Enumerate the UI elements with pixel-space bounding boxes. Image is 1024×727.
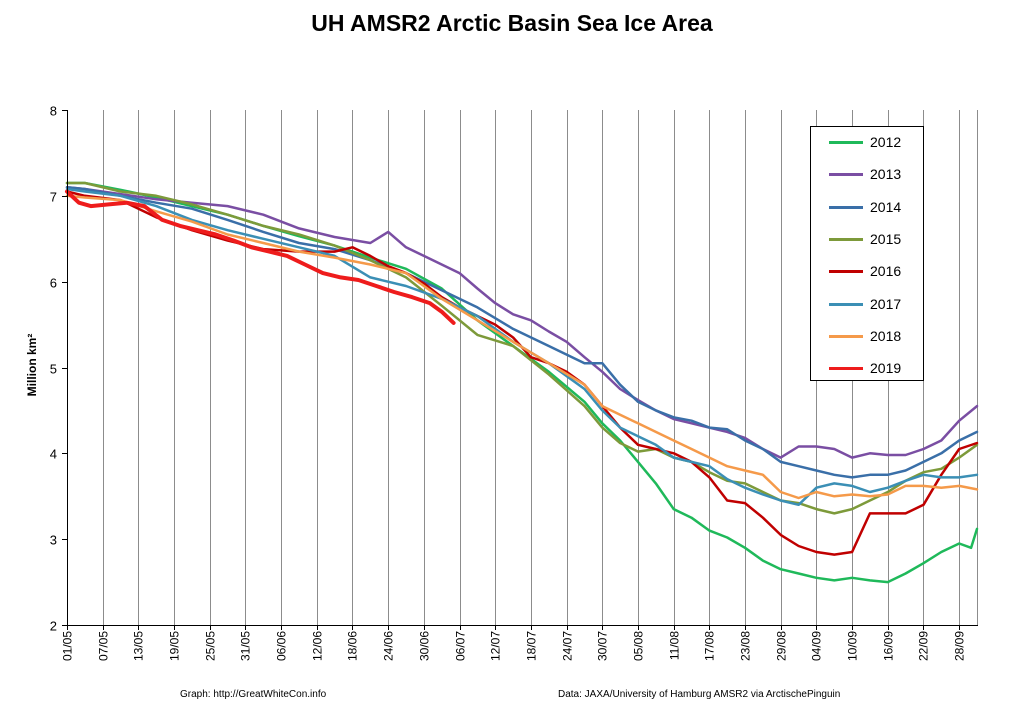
legend-label: 2012: [870, 134, 902, 150]
axis-layer: 01/05 07/05 13/05 19/05 25/05 31/05 06/06 12/06…: [50, 104, 978, 661]
x-tick-label: 06/07: [454, 631, 468, 661]
x-tick-label: 11/08: [668, 631, 682, 660]
legend-label: 2015: [870, 230, 902, 247]
x-tick-label: 01/05: [61, 631, 75, 661]
y-tick-label: 2: [50, 619, 57, 634]
x-tick-label: 24/06: [382, 631, 396, 661]
y-tick-label: 5: [50, 362, 57, 377]
series-line-2014: [65, 186, 979, 479]
legend-label: 2016: [870, 263, 902, 280]
series-layer: [65, 181, 979, 584]
x-tick-label: 30/06: [418, 631, 432, 661]
y-tick-label: 4: [50, 447, 57, 462]
legend-swatch: [829, 141, 863, 144]
legend-swatch: [829, 334, 863, 338]
x-tick-label: 19/05: [168, 631, 182, 661]
legend-label: 2017: [870, 295, 902, 312]
legend-item-2014: 2014: [811, 198, 925, 218]
legend-label: 2013: [870, 166, 902, 183]
x-tick-label: 28/09: [953, 631, 967, 661]
y-tick-label: 7: [50, 190, 57, 205]
legend-swatch: [829, 173, 863, 177]
x-tick-label: 10/09: [846, 631, 860, 661]
legend-label: 2019: [870, 360, 902, 377]
x-tick-label: 05/08: [632, 631, 646, 661]
legend-item-2016: 2016: [811, 262, 925, 282]
x-tick-label: 25/05: [204, 631, 218, 661]
series-line-2019: [65, 189, 456, 325]
legend-swatch: [829, 367, 863, 371]
y-axis-label: Million km²: [25, 334, 39, 397]
footer-credit-graph: Graph: http://GreatWhiteCon.info: [180, 689, 327, 700]
x-tick-label: 23/08: [739, 631, 753, 661]
legend-label: 2014: [870, 198, 902, 215]
legend-item-2013: 2013: [811, 165, 925, 185]
x-tick-label: 16/09: [882, 631, 896, 661]
legend-item-2017: 2017: [811, 295, 925, 315]
legend-swatch: [829, 205, 863, 209]
x-tick-label: 04/09: [810, 631, 824, 661]
x-tick-label: 17/08: [703, 631, 717, 661]
legend-label: 2018: [870, 327, 902, 344]
x-tick-label: 18/06: [346, 631, 360, 661]
legend-item-2019: 2019: [811, 359, 925, 379]
x-tick-label: 22/09: [917, 631, 931, 661]
footer-credit-data: Data: JAXA/University of Hamburg AMSR2 v…: [558, 689, 841, 700]
series-line-2013: [65, 186, 979, 459]
x-tick-label: 29/08: [775, 631, 789, 661]
series-line-2015: [65, 181, 979, 515]
legend-swatch: [829, 270, 863, 274]
chart-title: UH AMSR2 Arctic Basin Sea Ice Area: [311, 10, 713, 36]
x-tick-label: 24/07: [561, 631, 575, 661]
x-tick-label: 30/07: [596, 631, 610, 661]
legend-item-2012: 2012: [811, 133, 925, 153]
x-tick-label: 07/05: [97, 631, 111, 661]
series-line-2018: [65, 194, 979, 500]
x-tick-label: 18/07: [525, 631, 539, 661]
x-tick-label: 31/05: [239, 631, 253, 661]
x-tick-label: 12/07: [489, 631, 503, 661]
legend-swatch: [829, 302, 863, 306]
legend: 2012 2013 2014 2015 2016 2017 2018 2019: [810, 126, 924, 381]
x-tick-label: 06/06: [275, 631, 289, 661]
x-tick-label: 13/05: [132, 631, 146, 661]
y-tick-label: 3: [50, 533, 57, 548]
legend-item-2015: 2015: [811, 230, 925, 250]
series-line-2017: [65, 187, 979, 507]
legend-item-2018: 2018: [811, 327, 925, 347]
y-tick-label: 8: [50, 104, 57, 119]
legend-swatch: [829, 237, 863, 241]
x-tick-label: 12/06: [311, 631, 325, 661]
y-tick-label: 6: [50, 276, 57, 291]
